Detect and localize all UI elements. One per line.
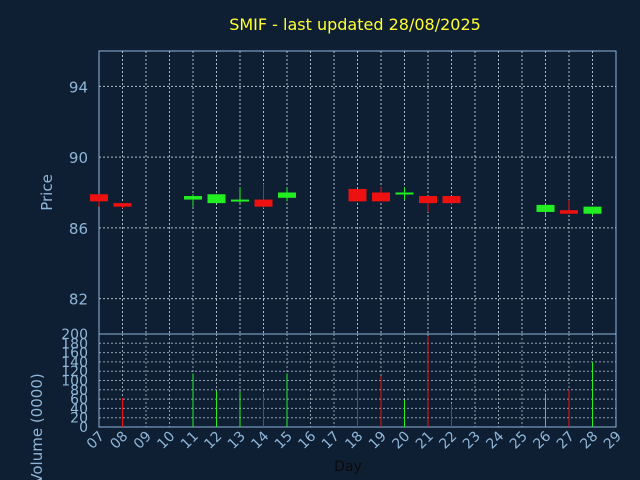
day-tick-label: 19 — [366, 429, 390, 453]
candle-body — [348, 188, 367, 202]
candle-body — [583, 206, 602, 214]
candle-body — [560, 210, 578, 214]
day-tick-label: 17 — [319, 429, 343, 453]
candle-body — [90, 194, 108, 202]
price-axis-label: Price — [38, 174, 56, 211]
volume-tick-label: 100 — [61, 374, 88, 390]
day-tick-label: 21 — [413, 429, 437, 453]
candle-body — [113, 203, 132, 207]
day-tick-label: 22 — [436, 429, 460, 453]
day-tick-label: 11 — [178, 429, 202, 453]
candle-body — [184, 196, 202, 200]
candle-body — [278, 192, 296, 198]
candle-body — [536, 204, 555, 212]
day-tick-label: 28 — [577, 429, 601, 453]
candle-13 — [231, 187, 249, 204]
day-tick-label: 29 — [601, 429, 625, 453]
candle-21 — [419, 196, 437, 212]
day-tick-label: 23 — [460, 429, 484, 453]
day-tick-label: 10 — [154, 429, 178, 453]
candle-14 — [254, 183, 273, 209]
volume-tick-label: 20 — [70, 411, 88, 427]
volume-axis-label: Volume (0000) — [28, 373, 46, 480]
candle-07 — [90, 194, 108, 207]
price-tick-label: 86 — [69, 220, 88, 238]
day-tick-label: 24 — [483, 428, 507, 452]
day-tick-label: 27 — [554, 429, 578, 453]
candle-12 — [207, 194, 226, 204]
volume-tick-label: 120 — [61, 364, 88, 380]
day-tick-label: 14 — [248, 428, 272, 452]
candle-26 — [536, 204, 555, 216]
candle-27 — [560, 199, 578, 214]
chart-title: SMIF - last updated 28/08/2025 — [229, 15, 481, 34]
candle-20 — [395, 187, 414, 200]
price-tick-label: 90 — [69, 149, 88, 167]
candle-body — [372, 192, 390, 202]
volume-tick-label: 160 — [61, 346, 88, 362]
candle-22 — [442, 196, 461, 205]
volume-tick-label: 140 — [61, 355, 88, 371]
price-panel: 82 86 90 94 Price — [38, 50, 617, 335]
candle-28 — [583, 206, 602, 216]
volume-tick-label: 40 — [70, 401, 88, 417]
day-tick-label: 13 — [225, 429, 249, 453]
day-tick-label: 09 — [131, 429, 155, 453]
candle-19 — [372, 187, 390, 202]
price-tick-label: 82 — [69, 291, 88, 309]
candle-body — [395, 192, 414, 195]
day-tick-label: 08 — [107, 429, 131, 453]
day-axis-label: Day — [334, 459, 362, 475]
candle-11 — [184, 194, 202, 207]
volume-tick-label: 200 — [61, 327, 88, 343]
day-tick-label: 25 — [507, 429, 531, 453]
candle-18 — [348, 188, 367, 202]
volume-tick-label: 80 — [70, 383, 88, 399]
day-tick-label: 15 — [272, 429, 296, 453]
candle-body — [442, 196, 461, 204]
volume-tick-label: 180 — [61, 336, 88, 352]
day-tick-label: 26 — [530, 428, 554, 452]
day-tick-label: 16 — [295, 428, 319, 452]
candle-body — [419, 196, 437, 204]
day-tick-label: 20 — [389, 429, 413, 453]
day-tick-label: 18 — [342, 429, 366, 453]
volume-tick-label: 0 — [79, 420, 88, 436]
volume-tick-label: 60 — [70, 392, 88, 408]
candle-body — [231, 199, 249, 202]
candle-08 — [113, 203, 132, 209]
candle-body — [254, 199, 273, 207]
candle-15 — [278, 187, 296, 202]
price-tick-label: 94 — [69, 78, 88, 96]
candle-body — [207, 194, 226, 204]
day-tick-label: 12 — [201, 429, 225, 453]
